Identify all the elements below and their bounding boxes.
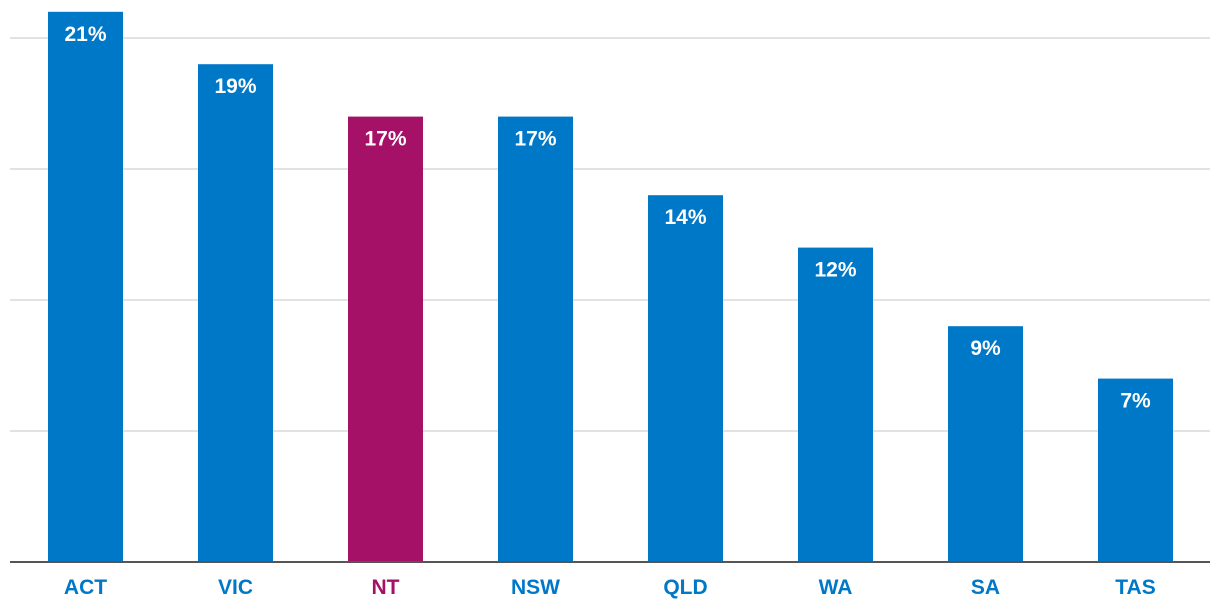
bars xyxy=(48,11,1173,563)
category-label-wa: WA xyxy=(819,576,853,599)
bar-value-label-sa: 9% xyxy=(970,337,1001,360)
category-label-vic: VIC xyxy=(218,576,253,599)
bar-act xyxy=(48,11,123,563)
bar-value-label-wa: 12% xyxy=(814,259,856,282)
category-labels: ACT VIC NT NSW QLD WA SA TAS xyxy=(64,576,1156,599)
bar-qld xyxy=(648,195,723,562)
bar-nt xyxy=(348,116,423,562)
bar-value-label-vic: 19% xyxy=(214,75,256,98)
bar-value-label-act: 21% xyxy=(64,23,106,46)
category-label-sa: SA xyxy=(971,576,1000,599)
category-label-qld: QLD xyxy=(663,576,707,599)
gridlines xyxy=(10,37,1210,432)
bar-value-labels: 21% 19% 17% 17% 14% 12% 9% 7% xyxy=(64,23,1151,413)
bar-wa xyxy=(798,247,873,562)
category-label-nt: NT xyxy=(372,576,400,599)
category-label-tas: TAS xyxy=(1115,576,1155,599)
category-label-act: ACT xyxy=(64,576,107,599)
bar-value-label-qld: 14% xyxy=(664,206,706,229)
bar-value-label-tas: 7% xyxy=(1120,390,1151,413)
bar-sa xyxy=(948,326,1023,562)
bar-value-label-nt: 17% xyxy=(364,128,406,151)
bar-value-label-nsw: 17% xyxy=(514,128,556,151)
bar-vic xyxy=(198,64,273,562)
category-label-nsw: NSW xyxy=(511,576,560,599)
bar-tas xyxy=(1098,378,1173,562)
bar-nsw xyxy=(498,116,573,562)
